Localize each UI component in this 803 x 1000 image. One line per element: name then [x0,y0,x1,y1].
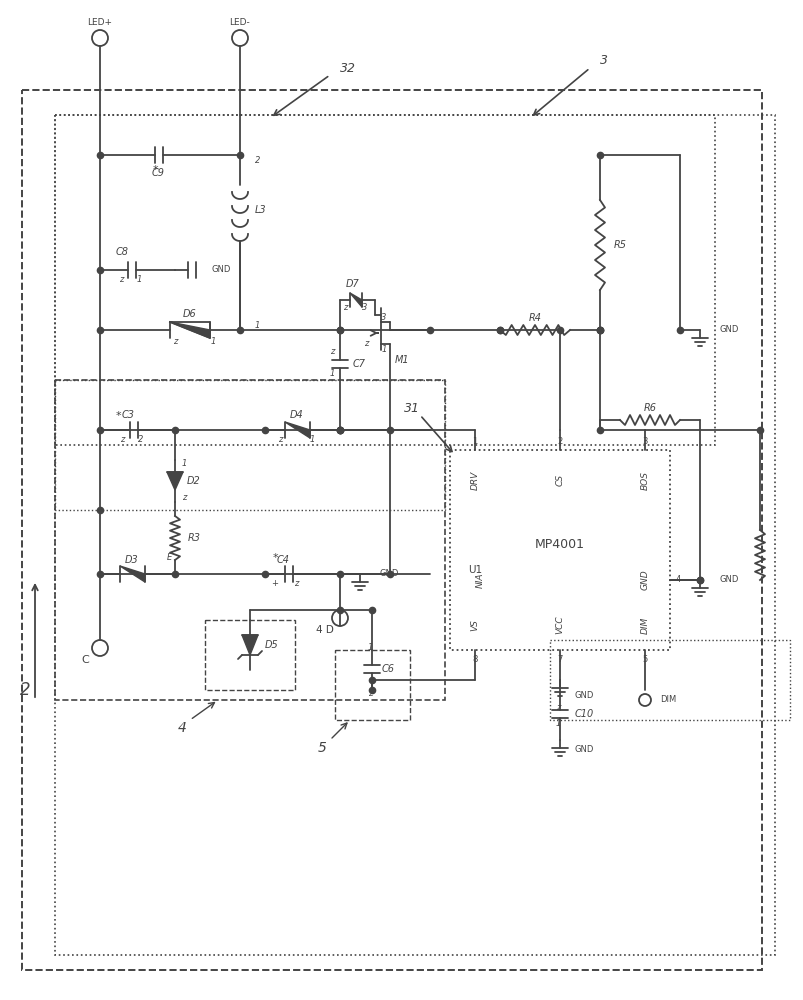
Text: MP4001: MP4001 [534,538,585,552]
Text: VS: VS [470,619,479,631]
Polygon shape [169,322,210,338]
Text: z: z [364,340,368,349]
Text: 5: 5 [317,741,326,755]
Bar [55,115,714,445]
Text: C6: C6 [381,664,394,674]
Text: 2: 2 [255,156,260,165]
Text: GND: GND [640,570,649,590]
Text: NIA: NIA [475,572,484,588]
Bar [450,450,669,650]
Text: z: z [342,304,347,312]
Text: 3: 3 [381,314,386,322]
Text: R6: R6 [642,403,656,413]
Bar [55,380,444,510]
Text: VCC: VCC [555,616,564,634]
Text: DIM: DIM [640,616,649,634]
Text: *: * [152,165,157,175]
Text: 2: 2 [556,438,562,446]
Text: z: z [173,336,177,346]
Text: +: + [271,580,278,588]
Bar [22,90,761,970]
Text: L3: L3 [255,205,267,215]
Text: C3: C3 [121,410,134,420]
Text: 1: 1 [255,320,260,330]
Text: LED+: LED+ [88,18,112,27]
Text: GND: GND [719,576,739,584]
Text: 5: 5 [642,656,647,664]
Text: z: z [278,436,282,444]
Text: 4: 4 [177,721,186,735]
Text: z: z [119,275,123,284]
Text: 32: 32 [340,62,356,75]
Polygon shape [349,293,361,307]
Bar [335,650,410,720]
Polygon shape [242,635,258,655]
Text: C8: C8 [116,247,128,257]
Text: R4: R4 [528,313,541,323]
Text: z: z [120,436,124,444]
Text: z: z [367,688,372,698]
Text: 1: 1 [137,275,141,284]
Text: D4: D4 [290,410,304,420]
Text: 1: 1 [309,436,314,444]
Text: 1: 1 [381,346,386,355]
Text: GND: GND [212,265,231,274]
Text: 1: 1 [329,369,334,378]
Text: D7: D7 [346,279,360,289]
Text: z: z [329,348,334,357]
Text: 31: 31 [403,401,419,414]
Text: GND: GND [574,746,593,754]
Text: C7: C7 [353,359,365,369]
Text: z: z [555,702,560,712]
Text: 1: 1 [472,438,477,446]
Polygon shape [120,566,145,582]
Text: D6: D6 [183,309,197,319]
Text: 4 D: 4 D [316,625,333,635]
Bar [549,640,789,720]
Text: R5: R5 [613,240,626,250]
Text: CS: CS [555,474,564,486]
Text: 3: 3 [599,54,607,67]
Text: U1: U1 [467,565,482,575]
Text: R3: R3 [188,533,201,543]
Polygon shape [167,472,183,490]
Text: LED-: LED- [230,18,250,27]
Text: 3: 3 [642,438,647,446]
Text: 1: 1 [367,644,373,652]
Bar [55,380,444,700]
Text: *: * [115,411,120,421]
Polygon shape [284,422,310,438]
Text: 8: 8 [471,656,477,664]
Polygon shape [169,322,210,338]
Bar [205,620,295,690]
Text: 7: 7 [556,656,562,664]
Text: C10: C10 [574,709,593,719]
Bar [55,115,774,955]
Text: GND: GND [380,570,399,578]
Text: 1: 1 [181,460,186,468]
Text: 1: 1 [210,336,215,346]
Text: E: E [166,554,172,562]
Text: 3: 3 [362,304,367,312]
Text: GND: GND [574,690,593,700]
Text: 1: 1 [555,718,560,728]
Text: D5: D5 [265,640,279,650]
Text: DIM: DIM [659,696,675,704]
Text: GND: GND [719,326,739,334]
Text: D2: D2 [187,476,201,486]
Text: 2: 2 [19,681,31,699]
Text: *: * [272,553,278,563]
Text: BOS: BOS [640,471,649,489]
Text: z: z [181,493,186,502]
Text: C: C [81,655,89,665]
Text: M1: M1 [394,355,409,365]
Text: C9: C9 [151,168,165,178]
Text: 2: 2 [138,436,144,444]
Text: z: z [293,580,298,588]
Text: 4: 4 [675,576,680,584]
Text: DRV: DRV [470,470,479,490]
Text: D3: D3 [125,555,139,565]
Text: C4: C4 [276,555,289,565]
